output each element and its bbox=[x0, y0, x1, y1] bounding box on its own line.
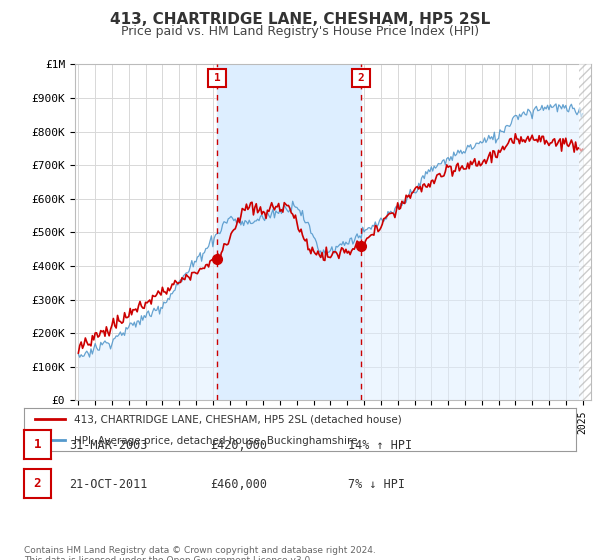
Text: 21-OCT-2011: 21-OCT-2011 bbox=[69, 478, 148, 492]
Text: Price paid vs. HM Land Registry's House Price Index (HPI): Price paid vs. HM Land Registry's House … bbox=[121, 25, 479, 38]
Text: 2: 2 bbox=[358, 73, 364, 83]
Text: 413, CHARTRIDGE LANE, CHESHAM, HP5 2SL (detached house): 413, CHARTRIDGE LANE, CHESHAM, HP5 2SL (… bbox=[74, 414, 401, 424]
Text: 413, CHARTRIDGE LANE, CHESHAM, HP5 2SL: 413, CHARTRIDGE LANE, CHESHAM, HP5 2SL bbox=[110, 12, 490, 27]
Text: £460,000: £460,000 bbox=[210, 478, 267, 492]
Text: 31-MAR-2003: 31-MAR-2003 bbox=[69, 439, 148, 452]
Text: 1: 1 bbox=[34, 438, 41, 451]
Text: 1: 1 bbox=[214, 73, 220, 83]
Text: 14% ↑ HPI: 14% ↑ HPI bbox=[348, 439, 412, 452]
Text: 2: 2 bbox=[34, 477, 41, 491]
Text: Contains HM Land Registry data © Crown copyright and database right 2024.
This d: Contains HM Land Registry data © Crown c… bbox=[24, 546, 376, 560]
Bar bbox=[217, 64, 361, 400]
Text: 7% ↓ HPI: 7% ↓ HPI bbox=[348, 478, 405, 492]
Text: HPI: Average price, detached house, Buckinghamshire: HPI: Average price, detached house, Buck… bbox=[74, 436, 357, 446]
Text: £420,000: £420,000 bbox=[210, 439, 267, 452]
